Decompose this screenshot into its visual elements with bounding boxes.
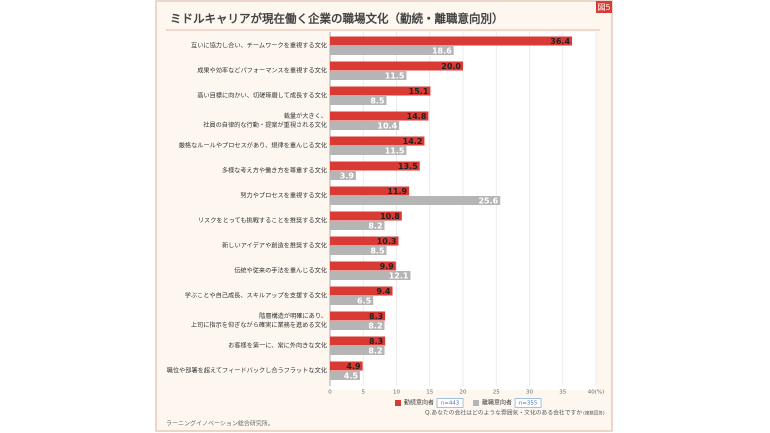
value-label: 11.5: [385, 72, 405, 81]
y-tick-label: 裁量が大きく、: [284, 112, 327, 120]
value-label: 3.9: [340, 172, 355, 181]
legend-label: 勤続意向者: [404, 399, 434, 407]
value-label: 8.2: [368, 322, 382, 331]
y-tick-label: 階層構造が明確にあり、: [259, 312, 327, 320]
bar: [330, 321, 385, 330]
bar: [330, 286, 393, 296]
value-label: 9.9: [380, 262, 395, 271]
figure-label: 図5: [597, 3, 610, 12]
x-tick-label: 30: [526, 390, 533, 396]
value-label: 11.5: [385, 147, 405, 156]
value-label: 12.1: [389, 272, 409, 281]
value-label: 13.5: [398, 162, 418, 171]
question: Q.あなたの会社はどのような雰囲気・文化のある会社ですか: [425, 409, 582, 417]
bar: [330, 336, 386, 346]
y-tick-label: お客様を第一に、常に外向きな文化: [228, 342, 327, 350]
bar: [330, 71, 407, 80]
y-tick-label: 職位や部署を超えてフィードバックし合うフラットな文化: [167, 367, 327, 375]
value-label: 4.5: [344, 372, 359, 381]
value-label: 36.4: [550, 37, 570, 46]
bar: [330, 146, 407, 155]
bar: [330, 221, 385, 230]
value-label: 9.4: [376, 287, 391, 296]
bar: [330, 121, 400, 130]
y-tick-label: リスクをとっても挑戦することを推奨する文化: [198, 217, 327, 225]
x-tick-label: 20: [460, 390, 467, 396]
bar: [330, 96, 387, 105]
value-label: 20.0: [441, 62, 461, 71]
x-tick-label: 5: [362, 390, 366, 396]
y-tick-label: 社員の自律的な行動・提案が重視される文化: [203, 121, 327, 129]
bar: [330, 46, 454, 55]
bar: [330, 246, 387, 255]
question-note: (複数回答): [583, 410, 605, 417]
value-label: 8.3: [369, 337, 383, 346]
value-label: 10.3: [377, 237, 397, 246]
y-tick-label: 上司に指示を仰ぎながら確実に業務を進める文化: [191, 321, 327, 329]
value-label: 4.9: [346, 362, 361, 371]
value-label: 10.8: [380, 212, 400, 221]
bar: [330, 271, 411, 280]
value-label: 15.1: [409, 87, 429, 96]
bar: [330, 361, 363, 371]
chart-title: ミドルキャリアが現在働く企業の職場文化（勤続・離職意向別）: [170, 12, 504, 26]
y-tick-label: 互いに協力し合い、チームワークを重視する文化: [191, 42, 327, 50]
y-tick-label: 努力やプロセスを重視する文化: [240, 192, 327, 200]
y-tick-label: 伝統や従来の手法を重んじる文化: [234, 267, 327, 275]
x-tick-label: 10: [393, 390, 400, 396]
value-label: 8.2: [368, 347, 382, 356]
y-tick-label: 高い目標に向かい、切磋琢磨して成長する文化: [197, 92, 327, 100]
bar: [330, 211, 402, 221]
legend-n-box: [436, 398, 464, 408]
legend-n: n=443: [441, 401, 460, 407]
bar: [330, 371, 360, 380]
bar: [330, 346, 385, 355]
source: ラーニングイノベーション総合研究所。: [166, 420, 274, 428]
legend-swatch: [395, 400, 401, 406]
bar: [330, 61, 463, 71]
y-tick-label: 厳格なルールやプロセスがあり、規律を重んじる文化: [179, 142, 327, 150]
legend-swatch: [473, 400, 480, 406]
value-label: 8.5: [370, 247, 385, 256]
bar: [330, 36, 573, 46]
x-tick-label: 40(%): [588, 390, 605, 396]
x-tick-label: 0: [328, 390, 332, 396]
bar: [330, 196, 501, 205]
value-label: 6.5: [357, 297, 372, 306]
bar: [330, 236, 399, 246]
figure-tag: [596, 1, 612, 13]
value-label: 8.5: [370, 97, 385, 106]
x-tick-label: 25: [493, 390, 500, 396]
bar: [330, 136, 425, 146]
value-label: 14.8: [407, 112, 427, 121]
y-tick-label: 多様な考え方や働き方を尊重する文化: [222, 167, 327, 175]
bar: [330, 171, 356, 180]
bar: [330, 161, 420, 171]
y-tick-label: 学ぶことや自己成長、スキルアップを支援する文化: [185, 292, 327, 300]
legend-label: 離職意向者: [482, 399, 512, 407]
value-label: 25.6: [478, 197, 498, 206]
bar: [330, 296, 374, 305]
bar: [330, 186, 410, 196]
value-label: 8.3: [369, 312, 383, 321]
bar: [330, 311, 386, 321]
value-label: 14.2: [403, 137, 423, 146]
bar: [330, 111, 429, 121]
value-label: 10.4: [377, 122, 397, 131]
bar: [330, 261, 396, 271]
x-tick-label: 35: [559, 390, 566, 396]
bar: [330, 86, 431, 96]
x-tick-label: 15: [426, 390, 433, 396]
value-label: 8.2: [368, 222, 382, 231]
legend-n-box: [514, 398, 542, 408]
y-tick-label: 新しいアイデアや創造を推奨する文化: [222, 242, 327, 250]
legend-n: n=355: [519, 401, 538, 407]
value-label: 11.9: [387, 187, 407, 196]
value-label: 18.6: [432, 47, 452, 56]
y-tick-label: 成果や効率などパフォーマンスを重視する文化: [197, 67, 327, 75]
